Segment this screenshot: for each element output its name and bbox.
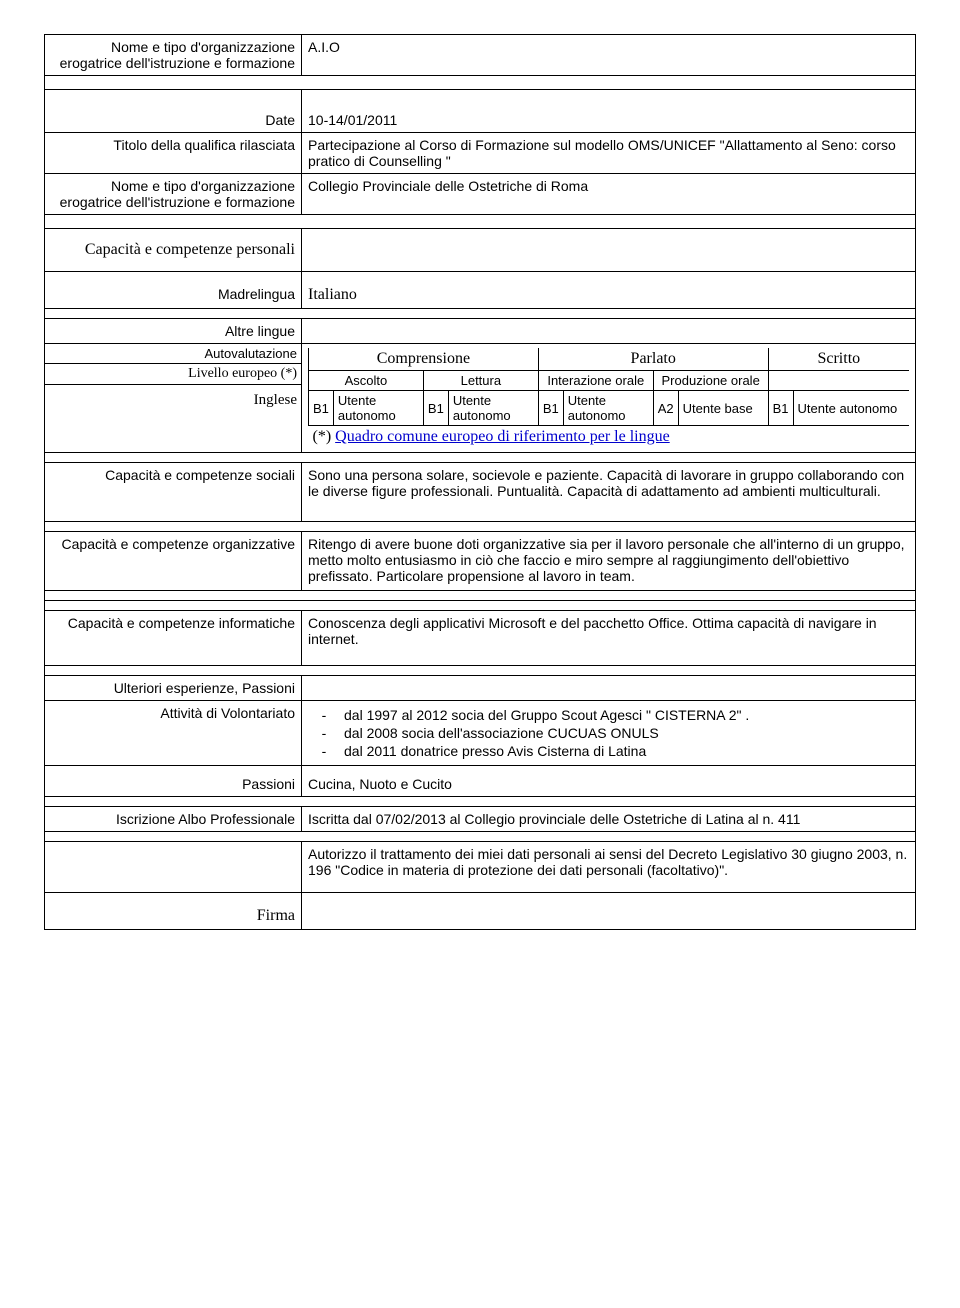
cap-personali-value (302, 229, 916, 272)
txt-scritto: Utente autonomo (793, 391, 909, 426)
language-table: Comprensione Parlato Scritto Ascolto Let… (308, 348, 909, 448)
qref-prefix: (*) (313, 428, 336, 445)
sub-ascolto: Ascolto (309, 371, 424, 391)
lvl-scritto: B1 (768, 391, 793, 426)
volontariato-item: dal 2011 donatrice presso Avis Cisterna … (338, 743, 909, 759)
livello-label: Livello europeo (*) (45, 364, 301, 385)
sub-produzione: Produzione orale (653, 371, 768, 391)
spacer (45, 76, 916, 90)
lvl-prod: A2 (653, 391, 678, 426)
spacer (45, 522, 916, 532)
albo-value: Iscritta dal 07/02/2013 al Collegio prov… (302, 807, 916, 832)
spacer (45, 591, 916, 601)
autovalutazione-label: Autovalutazione (45, 344, 301, 364)
passioni-label: Passioni (45, 766, 302, 797)
txt-inter: Utente autonomo (563, 391, 653, 426)
lvl-ascolto: B1 (309, 391, 334, 426)
spacer (45, 832, 916, 842)
spacer (45, 309, 916, 319)
txt-prod: Utente base (678, 391, 768, 426)
date-label: Date (45, 90, 302, 133)
privacy-value: Autorizzo il trattamento dei miei dati p… (302, 842, 916, 893)
lvl-inter: B1 (538, 391, 563, 426)
altre-lingue-value (302, 319, 916, 344)
spacer (45, 453, 916, 463)
volontariato-item: dal 2008 socia dell'associazione CUCUAS … (338, 725, 909, 741)
lang-left: Autovalutazione Livello europeo (*) Ingl… (45, 344, 302, 453)
sub-interazione: Interazione orale (538, 371, 653, 391)
organizzative-label: Capacità e competenze organizzative (45, 532, 302, 591)
privacy-label (45, 842, 302, 893)
firma-value (302, 893, 916, 930)
lang-right: Comprensione Parlato Scritto Ascolto Let… (302, 344, 916, 453)
spacer (45, 666, 916, 676)
org1-label: Nome e tipo d'organizzazione erogatrice … (45, 35, 302, 76)
sub-lettura: Lettura (423, 371, 538, 391)
sociali-value: Sono una persona solare, socievole e paz… (302, 463, 916, 522)
volontariato-list: dal 1997 al 2012 socia del Gruppo Scout … (338, 707, 909, 759)
hdr-parlato: Parlato (538, 348, 768, 371)
informatiche-label: Capacità e competenze informatiche (45, 611, 302, 666)
org2-label: Nome e tipo d'organizzazione erogatrice … (45, 174, 302, 215)
txt-ascolto: Utente autonomo (333, 391, 423, 426)
ulteriori-label: Ulteriori esperienze, Passioni (45, 676, 302, 701)
spacer (45, 797, 916, 807)
sociali-label: Capacità e competenze sociali (45, 463, 302, 522)
volontariato-item: dal 1997 al 2012 socia del Gruppo Scout … (338, 707, 909, 723)
spacer (45, 215, 916, 229)
firma-label: Firma (45, 893, 302, 930)
org2-value: Collegio Provinciale delle Ostetriche di… (302, 174, 916, 215)
org1-value: A.I.O (302, 35, 916, 76)
inglese-label: Inglese (45, 385, 301, 417)
volontariato-value: dal 1997 al 2012 socia del Gruppo Scout … (302, 701, 916, 766)
quadro-ref: (*) Quadro comune europeo di riferimento… (309, 426, 910, 449)
altre-lingue-label: Altre lingue (45, 319, 302, 344)
qualifica-value: Partecipazione al Corso di Formazione su… (302, 133, 916, 174)
date-value: 10-14/01/2011 (302, 90, 916, 133)
sub-scritto-blank (768, 371, 909, 391)
volontariato-label: Attività di Volontariato (45, 701, 302, 766)
hdr-scritto: Scritto (768, 348, 909, 371)
cv-table: Nome e tipo d'organizzazione erogatrice … (44, 34, 916, 930)
ulteriori-value (302, 676, 916, 701)
informatiche-value: Conoscenza degli applicativi Microsoft e… (302, 611, 916, 666)
organizzative-value: Ritengo di avere buone doti organizzativ… (302, 532, 916, 591)
quadro-ref-link[interactable]: Quadro comune europeo di riferimento per… (335, 428, 670, 445)
txt-lettura: Utente autonomo (448, 391, 538, 426)
albo-label: Iscrizione Albo Professionale (45, 807, 302, 832)
spacer (45, 601, 916, 611)
madrelingua-value: Italiano (302, 272, 916, 309)
passioni-value: Cucina, Nuoto e Cucito (302, 766, 916, 797)
cap-personali-label: Capacità e competenze personali (45, 229, 302, 272)
qualifica-label: Titolo della qualifica rilasciata (45, 133, 302, 174)
hdr-comprensione: Comprensione (309, 348, 539, 371)
madrelingua-label: Madrelingua (45, 272, 302, 309)
lvl-lettura: B1 (423, 391, 448, 426)
